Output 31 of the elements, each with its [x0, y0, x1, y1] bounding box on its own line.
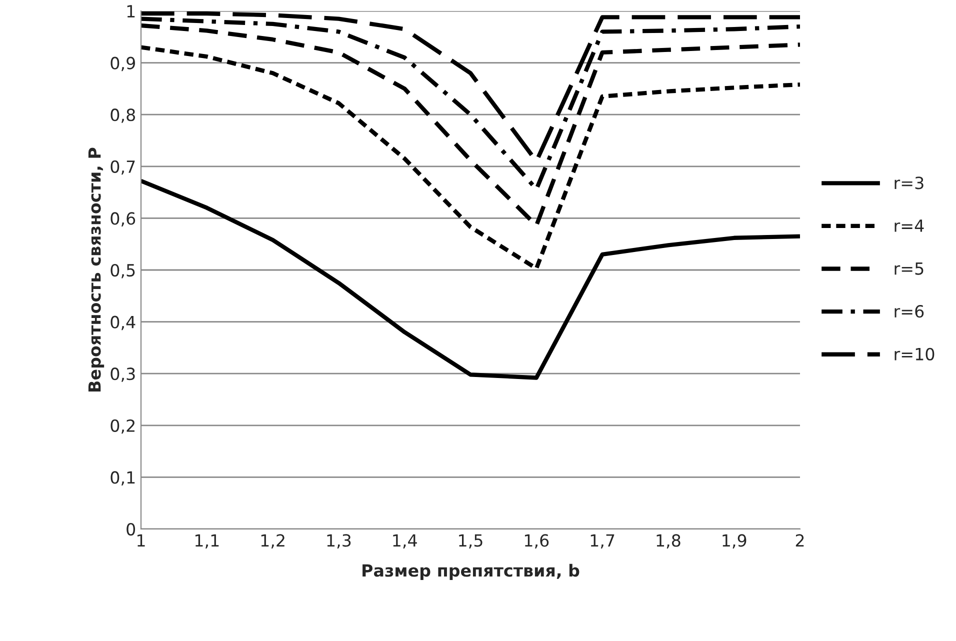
legend-label: r=4 — [894, 220, 924, 232]
x-axis-title: Размер препятствия, b — [362, 564, 580, 580]
x-tick-label: 1,2 — [261, 534, 284, 548]
y-axis-title: Вероятность связности, P — [88, 148, 104, 392]
y-tick-label: 0,6 — [110, 212, 136, 226]
x-tick-label: 1 — [138, 534, 145, 547]
x-tick-label: 1,8 — [656, 534, 680, 548]
x-tick-label: 1,5 — [459, 534, 482, 548]
line-series — [141, 45, 800, 271]
line-series — [141, 178, 800, 380]
x-tick-label: 1,9 — [722, 534, 746, 548]
y-tick-label: 0,5 — [110, 264, 135, 278]
legend-label: r=6 — [894, 305, 924, 318]
legend-label: r=5 — [894, 262, 924, 275]
legend-label: r=3 — [894, 176, 924, 190]
y-tick-label: 0,4 — [110, 316, 136, 330]
y-tick-label: 1 — [127, 5, 135, 18]
y-tick-label: 0,9 — [110, 56, 135, 72]
x-tick-label: 1,1 — [195, 534, 219, 548]
y-tick-label: 0 — [126, 522, 136, 536]
x-tick-label: 2 — [796, 534, 804, 547]
x-tick-label: 1,3 — [327, 534, 351, 548]
y-tick-label: 0,3 — [110, 368, 135, 382]
y-tick-label: 0,7 — [110, 160, 135, 175]
x-tick-label: 1,4 — [393, 534, 417, 548]
y-tick-label: 0,1 — [110, 471, 135, 486]
legend-label: r=10 — [894, 348, 934, 360]
x-tick-label: 1,6 — [524, 534, 549, 548]
y-tick-label: 0,8 — [110, 108, 135, 123]
y-tick-label: 0,2 — [110, 419, 134, 434]
x-tick-label: 1,7 — [590, 534, 614, 548]
